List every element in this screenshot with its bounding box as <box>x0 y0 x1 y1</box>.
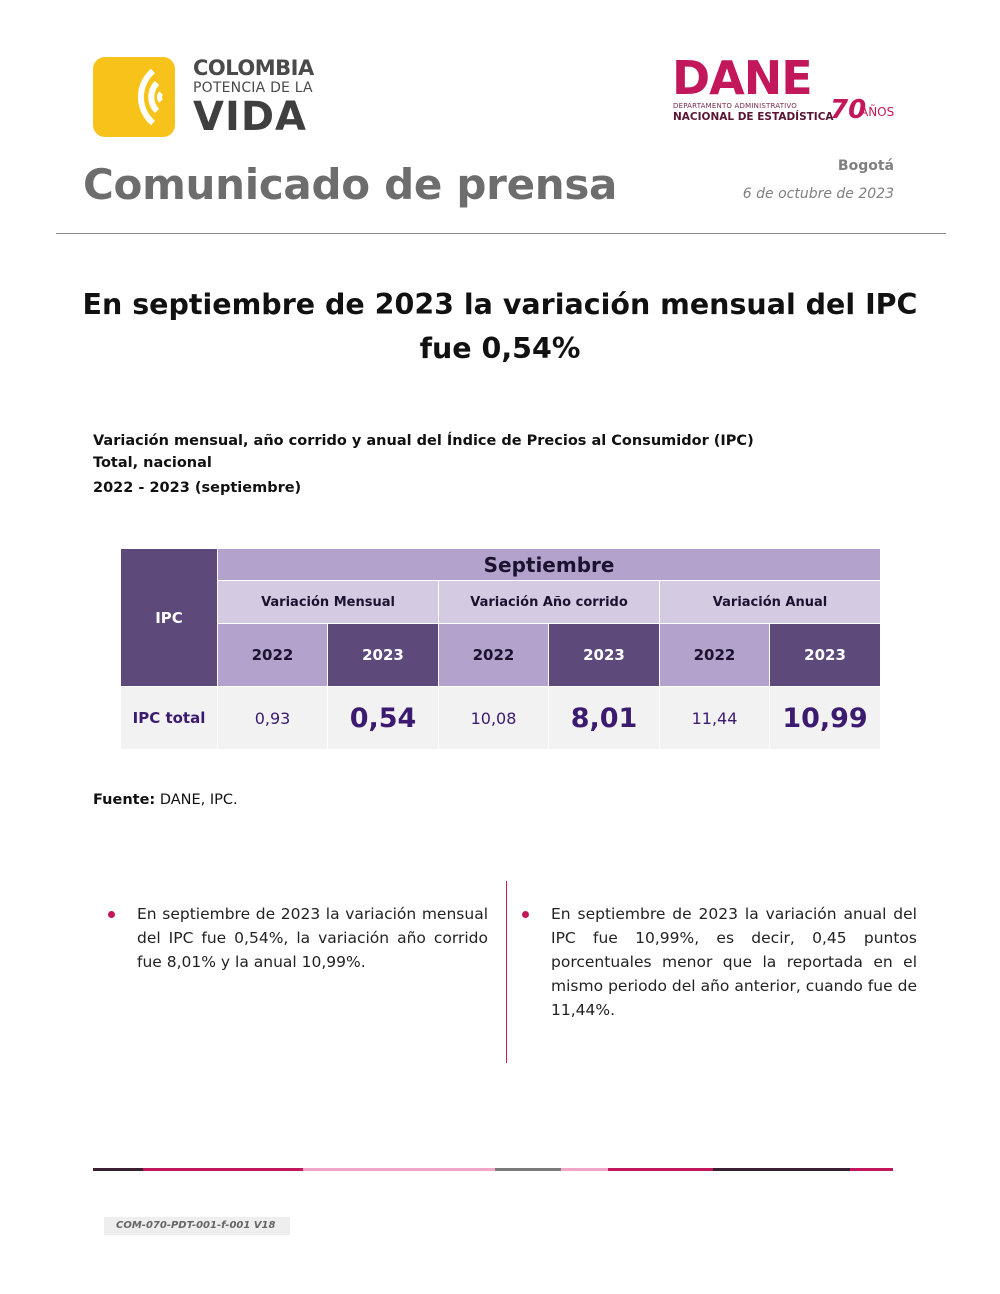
value-anual-2022: 11,44 <box>659 686 770 750</box>
bullet-column-right: En septiembre de 2023 la variación anual… <box>522 902 917 1022</box>
document-code: COM-070-PDT-001-f-001 V18 <box>104 1217 290 1235</box>
table-caption-line2: Total, nacional <box>93 455 212 471</box>
value-ano-corrido-2023: 8,01 <box>548 686 660 750</box>
year-header: 2023 <box>327 623 439 687</box>
group-header-anual: Variación Anual <box>658 580 882 624</box>
month-header: Septiembre <box>216 548 882 581</box>
year-header: 2022 <box>438 623 549 687</box>
table-caption-line3: 2022 - 2023 (septiembre) <box>93 480 302 496</box>
bullet-column-left: En septiembre de 2023 la variación mensu… <box>108 902 488 974</box>
value-ano-corrido-2022: 10,08 <box>438 686 549 750</box>
value-anual-2023: 10,99 <box>768 686 882 750</box>
group-header-ano-corrido: Variación Año corrido <box>438 580 660 624</box>
dane-years-label: AÑOS <box>860 105 895 119</box>
dane-logo-name: DANE <box>672 51 813 105</box>
year-header: 2022 <box>217 623 328 687</box>
headline-line2: fue 0,54% <box>419 332 581 365</box>
headline-line1: En septiembre de 2023 la variación mensu… <box>82 288 918 321</box>
colombia-logo-line3: VIDA <box>193 94 307 140</box>
source-note: Fuente: DANE, IPC. <box>93 792 238 808</box>
bullet-text: En septiembre de 2023 la variación mensu… <box>137 905 488 971</box>
dane-logo-line2: NACIONAL DE ESTADÍSTICA <box>673 111 834 123</box>
colombia-potencia-de-la-vida-logo: COLOMBIA POTENCIA DE LA VIDA <box>93 57 333 139</box>
column-divider <box>506 881 507 1063</box>
bullet-dot-icon <box>522 911 529 918</box>
table-row: IPC total 0,93 0,54 10,08 8,01 11,44 10,… <box>120 686 882 750</box>
list-item: En septiembre de 2023 la variación anual… <box>522 902 917 1022</box>
page-title: Comunicado de prensa <box>83 160 618 209</box>
value-mensual-2022: 0,93 <box>217 686 328 750</box>
footer-color-bar <box>93 1168 893 1171</box>
ipc-header: IPC <box>120 548 218 687</box>
dane-logo-line1: DEPARTAMENTO ADMINISTRATIVO <box>673 102 798 110</box>
colombia-logo-line1: COLOMBIA <box>193 56 314 80</box>
headline: En septiembre de 2023 la variación mensu… <box>60 283 940 371</box>
dane-70-years: 70 <box>830 95 867 125</box>
source-label: Fuente: <box>93 792 156 808</box>
list-item: En septiembre de 2023 la variación mensu… <box>108 902 488 974</box>
source-text: DANE, IPC. <box>159 792 238 808</box>
colombia-logo-line2: POTENCIA DE LA <box>193 80 313 96</box>
year-header: 2023 <box>768 623 882 687</box>
bullet-dot-icon <box>108 911 115 918</box>
colombia-logo-mark-icon <box>93 57 175 137</box>
release-date: 6 de octubre de 2023 <box>742 186 894 202</box>
ipc-table: IPC Septiembre Variación Mensual Variaci… <box>120 548 882 750</box>
group-header-mensual: Variación Mensual <box>217 580 439 624</box>
table-caption-line1: Variación mensual, año corrido y anual d… <box>93 433 754 449</box>
header-divider <box>56 233 946 234</box>
row-label: IPC total <box>120 686 218 750</box>
year-header: 2022 <box>659 623 770 687</box>
value-mensual-2023: 0,54 <box>327 686 439 750</box>
dane-logo: DANE DEPARTAMENTO ADMINISTRATIVO NACIONA… <box>672 51 902 128</box>
bullet-text: En septiembre de 2023 la variación anual… <box>551 905 917 1019</box>
city: Bogotá <box>837 158 894 174</box>
year-header: 2023 <box>548 623 660 687</box>
